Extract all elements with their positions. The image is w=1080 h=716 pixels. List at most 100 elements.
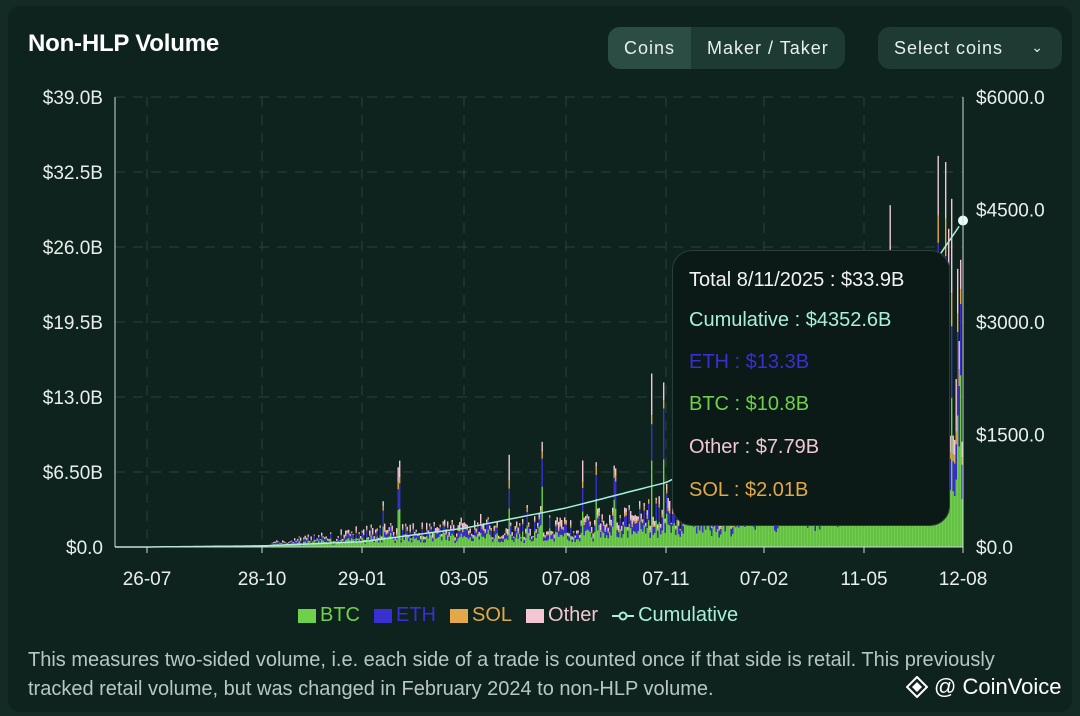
maker-taker-toggle-button[interactable]: Maker / Taker [707,38,829,58]
legend-other-label: Other [548,604,599,626]
eth-bar [408,537,410,542]
sol-bar [346,531,348,534]
sol-bar [351,531,353,534]
eth-bar [456,536,458,542]
eth-bar [510,526,512,535]
eth-bar [363,535,365,540]
btc-bar [394,542,396,547]
legend-cumulative[interactable]: Cumulative [612,604,738,627]
other-bar [432,532,434,538]
eth-bar [537,527,539,534]
sol-bar [412,528,414,530]
legend-other[interactable]: Other [526,604,598,627]
btc-bar [708,521,710,547]
btc-bar [481,536,483,547]
sol-bar [457,529,459,532]
other-bar [406,526,408,530]
eth-bar [601,522,603,532]
sol-bar [559,524,561,527]
other-bar [292,542,294,544]
sol-bar [669,510,671,514]
sol-bar [958,369,960,387]
sol-bar [541,451,543,459]
sol-bar [630,518,632,521]
eth-bar [669,513,671,526]
btc-bar [499,542,501,547]
eth-bar [645,526,647,534]
btc-bar [477,533,479,547]
sol-bar [532,536,534,538]
btc-bar [804,508,806,547]
eth-bar [642,523,644,532]
btc-bar [420,542,422,547]
other-bar [645,522,647,526]
btc-bar [783,512,785,547]
btc-bar [513,541,515,547]
btc-bar [547,539,549,547]
sol-bar [631,524,633,528]
sol-bar [442,523,444,526]
other-bar [555,520,557,525]
other-bar [622,521,624,524]
btc-bar [778,506,780,547]
sol-bar [945,218,947,257]
btc-bar [369,539,371,547]
view-toggle: Coins Maker / Taker [608,27,845,69]
btc-bar [363,539,365,547]
legend-cumulative-label: Cumulative [638,604,739,626]
sol-bar [517,531,519,534]
sol-bar [400,539,402,540]
btc-bar [616,536,618,547]
btc-bar [564,533,566,547]
eth-bar [582,488,584,512]
sol-bar [300,540,302,541]
other-bar [961,441,963,458]
btc-bar [652,534,654,547]
eth-bar [358,534,360,539]
eth-bar [634,523,636,533]
eth-bar [591,533,593,538]
btc-bar [676,519,678,547]
sol-bar [316,539,318,541]
btc-bar [544,540,546,547]
sol-bar [730,527,732,530]
btc-bar [684,518,686,547]
other-bar [604,524,606,531]
eth-bar [661,517,663,531]
other-bar [478,531,480,536]
eth-bar [504,535,506,540]
btc-bar [489,534,491,547]
other-bar [612,507,614,513]
legend-btc[interactable]: BTC [298,604,360,627]
sol-bar [678,524,680,527]
legend-eth-label: ETH [396,604,436,626]
other-bar [325,536,327,539]
sol-bar [277,541,279,543]
sol-bar [342,540,344,541]
btc-bar [820,512,822,547]
btc-bar [876,516,878,547]
other-bar [583,517,585,523]
sol-bar [396,533,398,536]
select-coins-dropdown[interactable]: Select coins ⌄ [878,27,1062,69]
legend-eth[interactable]: ETH [374,604,436,627]
btc-bar [619,528,621,547]
sol-bar [472,537,474,539]
legend-sol[interactable]: SOL [450,604,512,627]
other-bar [474,520,476,528]
btc-bar [528,533,530,547]
sol-bar [658,504,660,508]
sol-bar [373,538,375,540]
sol-bar [438,530,440,532]
other-bar [399,460,401,478]
other-bar [636,516,638,521]
eth-bar [390,525,392,533]
other-bar [507,528,509,535]
other-bar [666,483,668,490]
coins-toggle-button[interactable]: Coins [608,27,692,69]
btc-bar [714,516,716,547]
sol-bar [574,537,576,538]
eth-bar [613,477,615,500]
other-bar [937,155,939,216]
eth-bar [549,517,551,529]
